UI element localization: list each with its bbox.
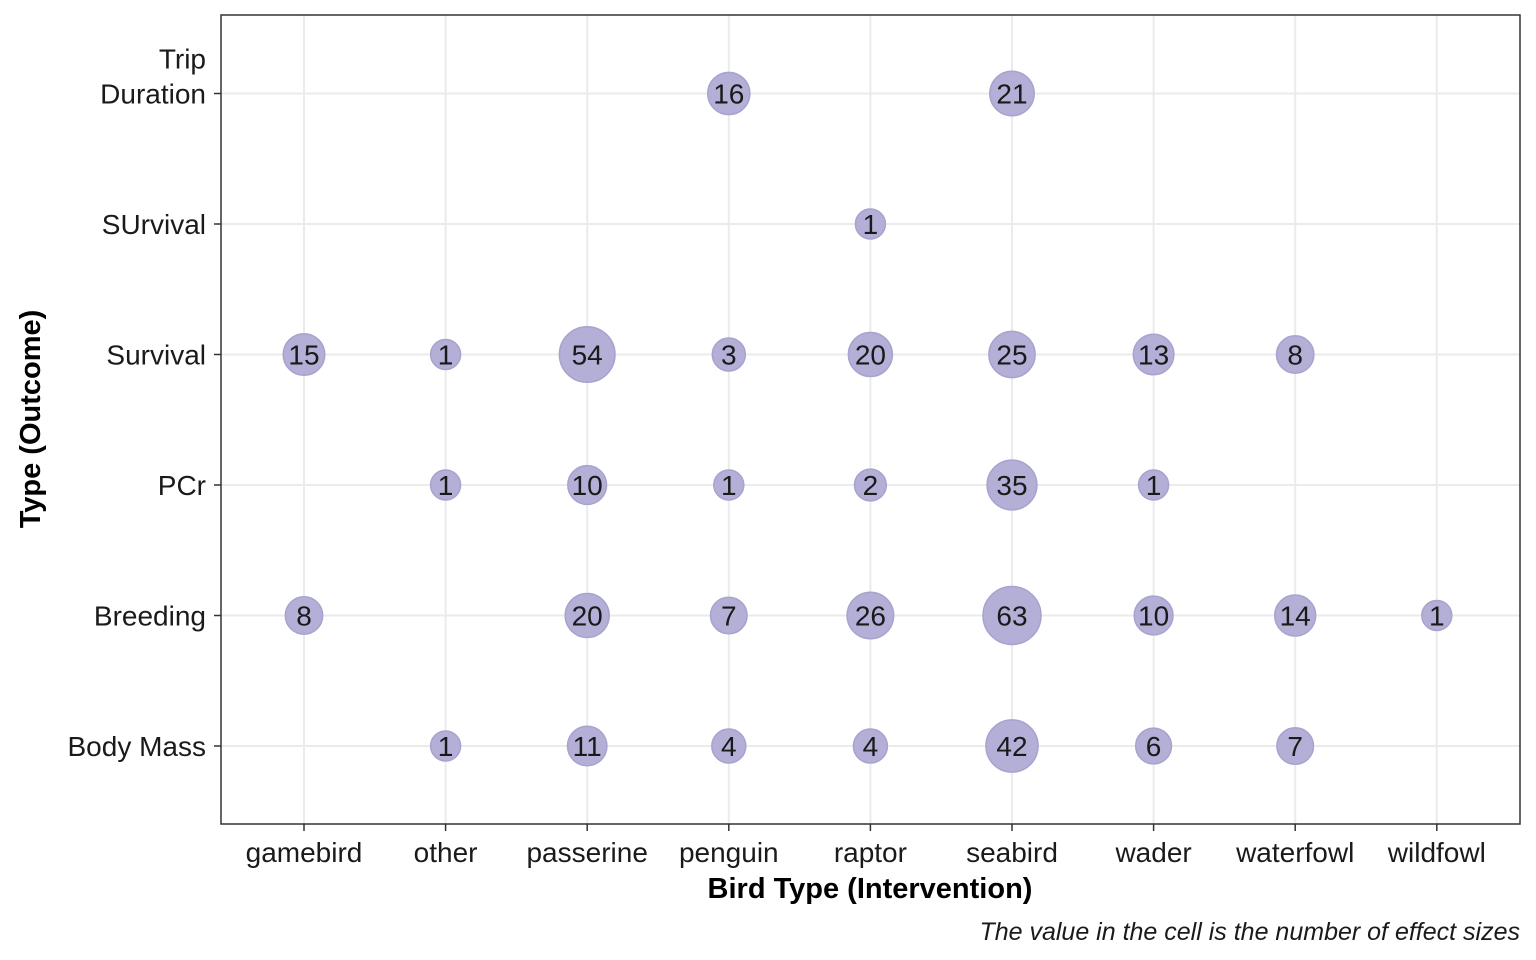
bubble-value-label: 1: [863, 209, 879, 240]
bubble-value-label: 35: [996, 470, 1027, 501]
bubble: [429, 469, 462, 501]
bubble: [986, 459, 1038, 511]
bubble: [1421, 599, 1453, 632]
y-tick-label: Trip Duration: [100, 44, 206, 110]
y-tick-label: PCr: [158, 470, 206, 501]
bubble-value-label: 1: [1146, 470, 1162, 501]
bubble: [284, 596, 324, 635]
x-tick-label: passerine: [526, 837, 647, 868]
bubble-value-label: 54: [572, 340, 603, 371]
bubble: [429, 730, 462, 762]
bubble: [709, 596, 748, 635]
x-tick-label: wader: [1114, 837, 1191, 868]
bubble: [988, 330, 1036, 379]
y-tick-label: Survival: [106, 340, 206, 371]
bubble: [1133, 595, 1174, 636]
chart-caption: The value in the cell is the number of e…: [979, 918, 1520, 946]
bubble-value-label: 1: [721, 470, 737, 501]
bubble: [567, 464, 608, 506]
bubble-value-label: 4: [721, 731, 737, 762]
y-axis: Body Mass Breeding PCr Survival SUrvival Trip…: [68, 44, 221, 762]
bubble: [711, 728, 747, 764]
x-tick-label: wildfowl: [1387, 837, 1486, 868]
x-axis-title: Bird Type (Intervention): [708, 873, 1033, 905]
y-tick-label: Breeding: [94, 601, 206, 632]
bubble-value-label: 8: [1287, 340, 1303, 371]
bubble: [1137, 469, 1170, 501]
bubble: [566, 725, 608, 767]
x-tick-label: other: [414, 837, 478, 868]
x-tick-label: waterfowl: [1235, 837, 1354, 868]
bubble-value-label: 20: [855, 340, 886, 371]
bubble: [1132, 333, 1175, 376]
x-tick-label: penguin: [679, 837, 779, 868]
bubble-value-label: 14: [1280, 601, 1311, 632]
x-tick-label: gamebird: [246, 837, 363, 868]
bubble: [282, 332, 326, 377]
x-tick-label: raptor: [834, 837, 907, 868]
bubble: [1273, 594, 1317, 637]
bubble: [706, 71, 751, 116]
bubble-value-label: 3: [721, 340, 737, 371]
bubble-value-label: 15: [288, 340, 319, 371]
bubble-value-label: 10: [572, 470, 603, 501]
bubble: [564, 592, 610, 639]
bubble: [985, 719, 1039, 773]
bubble: [1275, 335, 1315, 374]
y-axis-title: Type (Outcome): [15, 310, 47, 529]
bubble-value-label: 11: [573, 731, 602, 762]
bubble-value-label: 2: [863, 470, 879, 501]
bubble-value-label: 1: [438, 731, 454, 762]
bubble: [852, 728, 889, 764]
bubble: [1134, 727, 1173, 765]
bubble-value-label: 1: [438, 340, 454, 371]
bubble-value-label: 7: [1287, 731, 1303, 762]
bubble: [558, 325, 616, 384]
bubble-value-label: 42: [996, 731, 1027, 762]
bubble-value-label: 4: [863, 731, 879, 762]
bubble: [847, 331, 894, 378]
y-tick-label: SUrvival: [102, 209, 206, 240]
bubble-value-label: 21: [996, 79, 1027, 110]
bubble: [713, 469, 745, 501]
bubble-value-label: 6: [1146, 731, 1162, 762]
x-tick-label: seabird: [966, 837, 1058, 868]
y-tick-label: Body Mass: [68, 731, 207, 762]
bubble-value-label: 8: [296, 601, 312, 632]
bubble: [429, 338, 462, 371]
bubble-value-label: 25: [996, 340, 1027, 371]
bubble: [1276, 726, 1315, 766]
bubble: [854, 208, 887, 240]
bubble-value-label: 63: [996, 601, 1027, 632]
bubble-value-label: 16: [713, 79, 744, 110]
bubble: [846, 591, 895, 640]
bubble-value-label: 10: [1138, 601, 1169, 632]
bubble-value-label: 1: [1429, 601, 1445, 632]
bubble-value-label: 1: [438, 470, 454, 501]
bubble-value-label: 13: [1138, 340, 1169, 371]
bubble: [853, 468, 888, 502]
bubble-value-label: 26: [855, 601, 886, 632]
bubble: [989, 70, 1035, 117]
grid: [221, 15, 1520, 824]
bubble: [982, 585, 1042, 646]
bubble-value-label: 7: [721, 601, 737, 632]
bubble: [711, 337, 747, 372]
bubble-value-label: 20: [572, 601, 603, 632]
x-axis: gamebird other passerine penguin raptor seabi…: [246, 824, 1486, 868]
